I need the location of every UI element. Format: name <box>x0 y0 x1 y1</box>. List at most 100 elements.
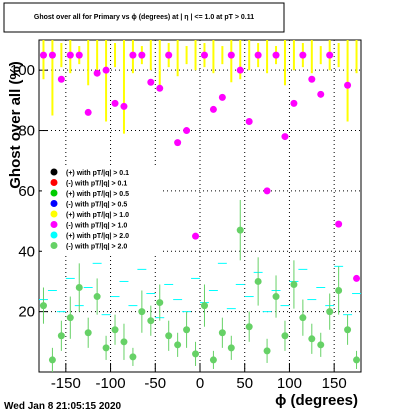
point <box>66 314 74 322</box>
point <box>299 51 307 59</box>
point <box>102 66 110 74</box>
point <box>227 344 235 352</box>
point <box>138 308 146 316</box>
legend-label: (+) with pT/|q| > 1.0 <box>66 212 129 219</box>
x-tick-label: -100 <box>96 375 126 392</box>
y-tick-label: 20 <box>18 304 35 321</box>
point <box>254 51 262 59</box>
point <box>120 338 128 346</box>
point <box>299 314 307 322</box>
point <box>48 356 56 364</box>
point <box>102 344 110 352</box>
legend-marker <box>50 210 58 218</box>
footer-date: Wed Jan 8 21:05:15 2020 <box>4 401 122 412</box>
point <box>317 341 325 349</box>
chart-title: Ghost over all for Primary vs ϕ (degrees… <box>34 14 254 21</box>
point <box>353 356 361 364</box>
legend-label: (+) with pT/|q| > 0.5 <box>66 191 129 198</box>
point <box>317 90 325 98</box>
point <box>200 302 208 310</box>
point <box>93 293 101 301</box>
point <box>326 308 334 316</box>
point <box>209 105 217 113</box>
point <box>39 51 47 59</box>
x-axis-title: ϕ (degrees) <box>275 392 358 409</box>
point <box>335 220 343 228</box>
point <box>263 347 271 355</box>
point <box>236 66 244 74</box>
legend-marker <box>50 242 58 249</box>
point <box>84 329 92 337</box>
legend-label: (-) with pT/|q| > 0.1 <box>66 181 127 188</box>
point <box>308 75 316 83</box>
x-tick-label: 0 <box>196 375 204 392</box>
title-box <box>3 2 285 33</box>
point <box>326 51 334 59</box>
point <box>156 299 164 307</box>
point <box>218 329 226 337</box>
point <box>192 350 200 358</box>
point <box>227 51 235 59</box>
point <box>75 51 83 59</box>
point <box>263 187 271 195</box>
point <box>156 84 164 92</box>
y-tick-label: 100 <box>10 62 35 79</box>
point <box>353 274 361 282</box>
point <box>165 51 173 59</box>
point <box>120 102 128 110</box>
x-tick-label: -150 <box>51 375 81 392</box>
legend-marker <box>50 189 58 197</box>
point <box>344 81 352 89</box>
x-tick-label: -50 <box>144 375 166 392</box>
point <box>200 51 208 59</box>
point <box>84 108 92 116</box>
point <box>129 353 137 361</box>
point <box>111 99 119 107</box>
point <box>254 277 262 285</box>
legend-label: (-) with pT/|q| > 2.0 <box>66 244 127 251</box>
point <box>174 341 182 349</box>
point <box>308 335 316 343</box>
plot-area <box>39 40 361 372</box>
x-tick-label: 50 <box>236 375 253 392</box>
y-tick-label: 60 <box>18 183 35 200</box>
point <box>165 332 173 340</box>
legend-label: (-) with pT/|q| > 0.5 <box>66 202 127 209</box>
point <box>138 51 146 59</box>
legend-label: (+) with pT/|q| > 0.1 <box>66 170 129 177</box>
point <box>39 302 47 310</box>
point <box>192 232 200 240</box>
legend-label: (+) with pT/|q| > 2.0 <box>66 233 129 240</box>
point <box>245 117 253 125</box>
y-tick-label: 80 <box>18 123 35 140</box>
point <box>174 139 182 147</box>
point <box>209 356 217 364</box>
point <box>57 75 65 83</box>
point <box>290 99 298 107</box>
point <box>344 326 352 334</box>
legend-marker <box>50 200 58 207</box>
x-tick-label: 100 <box>277 375 302 392</box>
legend-marker <box>50 231 58 239</box>
point <box>335 287 343 295</box>
point <box>111 326 119 334</box>
legend-marker <box>50 221 58 228</box>
point <box>129 51 137 59</box>
point <box>183 127 191 135</box>
point <box>290 280 298 288</box>
legend-box <box>42 165 160 253</box>
point <box>66 51 74 59</box>
point <box>272 293 280 301</box>
point <box>272 51 280 59</box>
point <box>147 317 155 325</box>
legend-label: (-) with pT/|q| > 1.0 <box>66 223 127 230</box>
point <box>218 93 226 101</box>
point <box>48 51 56 59</box>
legend-marker <box>50 168 58 176</box>
y-tick-label: 40 <box>18 243 35 260</box>
point <box>147 78 155 86</box>
point <box>245 323 253 331</box>
point <box>281 332 289 340</box>
